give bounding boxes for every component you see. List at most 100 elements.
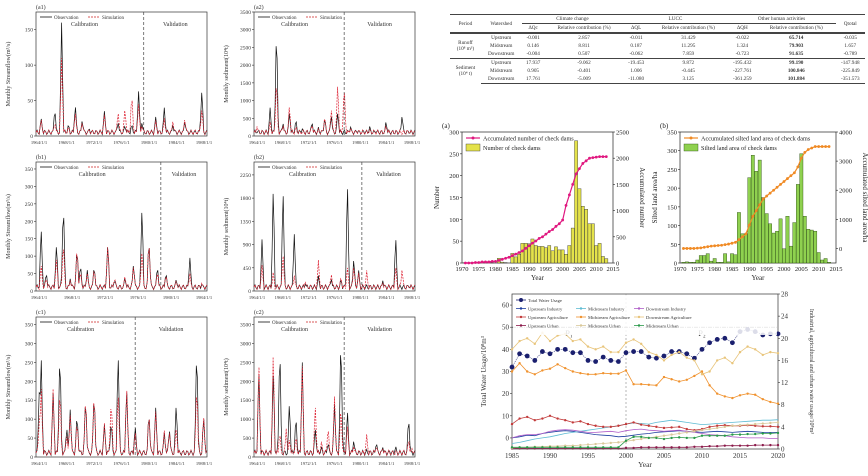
header-lucc: LUCC: [623, 15, 727, 24]
series-point: [708, 445, 710, 447]
series-point: [777, 402, 779, 404]
y2-tick-label: 2000: [839, 188, 852, 195]
y2-tick-label: 8: [781, 401, 785, 409]
cell-o: -0.022: [728, 33, 757, 42]
series-point: [602, 372, 604, 374]
legend-sim-label: Simulation: [320, 166, 342, 171]
series-point: [678, 351, 680, 353]
bar: [521, 243, 524, 263]
legend-label: Midstream Agriculture: [588, 315, 630, 320]
y-axis-label: Monthly Streamflow(m³/s): [5, 355, 12, 420]
y-tick-label: 900: [243, 243, 252, 249]
x-tick-label: 1976/1/1: [113, 461, 130, 466]
series-point: [754, 348, 756, 350]
cell-or: 99.190: [757, 59, 836, 68]
series-point: [693, 359, 695, 361]
cell-or: 91.635: [757, 50, 836, 59]
series-point: [640, 423, 642, 425]
accumulated-point: [744, 232, 747, 235]
series-point: [549, 368, 551, 370]
series-point: [731, 433, 733, 435]
accumulated-point: [538, 237, 541, 240]
bar: [682, 262, 685, 263]
series-point: [564, 419, 566, 421]
series-point: [739, 394, 741, 396]
series-point: [678, 446, 680, 448]
bar: [514, 257, 517, 263]
y-tick-label: 500: [243, 116, 252, 122]
simulation-line: [36, 58, 207, 134]
series-point: [678, 436, 680, 438]
y-tick-label: 2250: [240, 173, 251, 179]
cell-c: -0.001: [522, 33, 545, 42]
legend-marker: [520, 324, 522, 326]
cell-l: -11.080: [623, 75, 649, 84]
y2-tick-label: 16: [781, 357, 789, 365]
series-point: [701, 446, 703, 448]
accumulated-point: [568, 193, 571, 196]
x-tick-label: 2005: [795, 266, 808, 273]
series-point: [624, 350, 629, 355]
x-tick-label: 1984/1/1: [168, 461, 185, 466]
accumulated-point: [528, 244, 531, 247]
series-point: [777, 352, 779, 354]
series-point: [716, 392, 718, 394]
series-point: [686, 428, 688, 430]
series-point: [579, 446, 581, 448]
header-climate: Climate change: [522, 15, 624, 24]
series-point: [708, 435, 710, 437]
bar: [588, 224, 591, 263]
calibration-label: Calibration: [281, 327, 308, 333]
header-watershed: Watershed: [481, 15, 522, 34]
x-tick-label: 2000: [619, 452, 634, 460]
y2-tick-label: 2000: [616, 156, 629, 163]
series-point: [534, 373, 536, 375]
series-point: [648, 425, 650, 427]
bar: [703, 256, 706, 263]
panel-label: (c1): [36, 309, 46, 316]
y-tick-label: 1500: [240, 398, 251, 404]
y-axis-label: Monthly sediment(10⁴t): [223, 198, 230, 256]
series-point: [511, 348, 513, 350]
accumulated-point: [501, 258, 504, 261]
contribution-table: Period Watershed Climate change LUCC Oth…: [450, 14, 865, 84]
bar: [548, 246, 551, 263]
bar: [751, 155, 754, 263]
series-point: [716, 359, 718, 361]
bar: [723, 254, 726, 263]
series-point: [663, 435, 665, 437]
x-tick-label: 1964/1/1: [249, 295, 266, 300]
y-tick-label: 150: [25, 398, 34, 404]
series-point: [670, 378, 672, 380]
y-tick-label: 1000: [240, 99, 251, 105]
accumulated-point: [682, 247, 685, 250]
series-point: [707, 340, 712, 345]
y2-tick-label: 20: [781, 335, 789, 343]
y2-tick-label: 1500: [616, 182, 629, 189]
accumulated-point: [706, 245, 709, 248]
series-point: [579, 338, 581, 340]
x-tick-label: 1975: [472, 266, 485, 273]
series-point: [670, 446, 672, 448]
series-point: [640, 383, 642, 385]
accumulated-point: [686, 247, 689, 250]
series-point: [708, 370, 710, 372]
y2-tick-label: 4: [781, 423, 785, 431]
series-point: [655, 384, 657, 386]
x-tick-label: 2010: [590, 266, 603, 273]
header-dqh: ΔQH: [728, 24, 757, 34]
x-tick-label: 2015: [830, 266, 843, 273]
bar: [692, 262, 695, 263]
bar: [817, 253, 820, 263]
series-point: [670, 426, 672, 428]
legend-bar-label: Number of check dams: [483, 145, 541, 152]
accumulated-point: [793, 171, 796, 174]
header-qtotal: Qtotal: [836, 15, 865, 34]
series-point: [541, 446, 543, 448]
series-point: [608, 358, 613, 363]
